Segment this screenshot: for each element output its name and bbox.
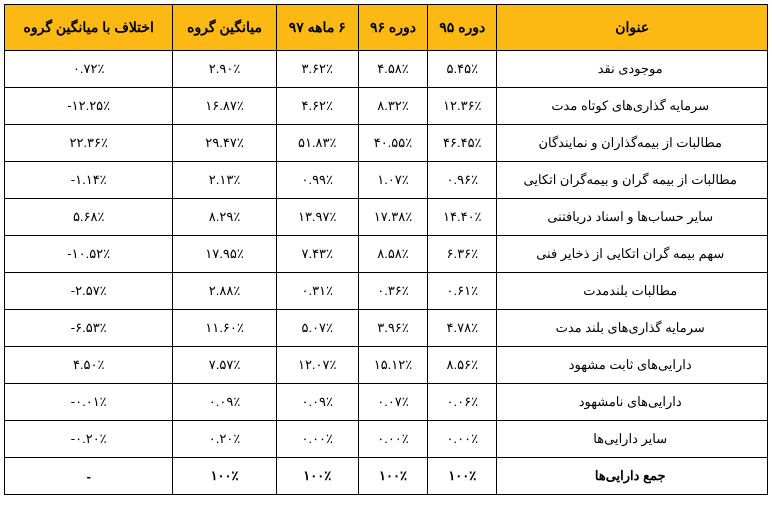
cell-diff: ۰.۷۲٪ xyxy=(5,51,173,88)
row-title: مطالبات از بیمه‌گذاران و نمایندگان xyxy=(497,125,768,162)
cell-avg: ۸.۲۹٪ xyxy=(173,199,276,236)
cell-avg: ۲۹.۴۷٪ xyxy=(173,125,276,162)
row-title: سهم بیمه گران اتکایی از ذخایر فنی xyxy=(497,236,768,273)
cell-c97: ۷.۴۳٪ xyxy=(276,236,358,273)
cell-c97: ۰.۰۰٪ xyxy=(276,421,358,458)
cell-avg: ۱۶.۸۷٪ xyxy=(173,88,276,125)
cell-c96: ۰.۰۷٪ xyxy=(358,384,427,421)
col-period96: دوره ۹۶ xyxy=(358,5,427,51)
table-row: جمع دارایی‌ها۱۰۰٪۱۰۰٪۱۰۰٪۱۰۰٪- xyxy=(5,458,768,495)
cell-avg: ۲.۸۸٪ xyxy=(173,273,276,310)
row-title: دارایی‌های نامشهود xyxy=(497,384,768,421)
cell-avg: ۲.۹۰٪ xyxy=(173,51,276,88)
cell-c97: ۱۲.۰۷٪ xyxy=(276,347,358,384)
cell-avg: ۰.۰۹٪ xyxy=(173,384,276,421)
table-row: سرمایه گذاری‌های بلند مدت۴.۷۸٪۳.۹۶٪۵.۰۷٪… xyxy=(5,310,768,347)
table-header-row: عنوان دوره ۹۵ دوره ۹۶ ۶ ماهه ۹۷ میانگین … xyxy=(5,5,768,51)
cell-avg: ۱۰۰٪ xyxy=(173,458,276,495)
col-title: عنوان xyxy=(497,5,768,51)
cell-c97: ۰.۰۹٪ xyxy=(276,384,358,421)
col-diff: اختلاف با میانگین گروه xyxy=(5,5,173,51)
cell-c95: ۰.۰۶٪ xyxy=(428,384,497,421)
row-title: سایر دارایی‌ها xyxy=(497,421,768,458)
row-title: مطالبات از بیمه گران و بیمه‌گران اتکایی xyxy=(497,162,768,199)
cell-c95: ۰.۹۶٪ xyxy=(428,162,497,199)
cell-c96: ۱۰۰٪ xyxy=(358,458,427,495)
cell-diff: - xyxy=(5,458,173,495)
col-group-avg: میانگین گروه xyxy=(173,5,276,51)
cell-c96: ۱۵.۱۲٪ xyxy=(358,347,427,384)
cell-diff: -۱۰.۵۲٪ xyxy=(5,236,173,273)
row-title: سرمایه گذاری‌های کوتاه مدت xyxy=(497,88,768,125)
cell-c95: ۱۲.۳۶٪ xyxy=(428,88,497,125)
cell-diff: -۰.۰۱٪ xyxy=(5,384,173,421)
table-row: موجودی نقد۵.۴۵٪۴.۵۸٪۳.۶۲٪۲.۹۰٪۰.۷۲٪ xyxy=(5,51,768,88)
cell-c96: ۰.۳۶٪ xyxy=(358,273,427,310)
cell-c96: ۸.۵۸٪ xyxy=(358,236,427,273)
table-row: مطالبات از بیمه‌گذاران و نمایندگان۴۶.۴۵٪… xyxy=(5,125,768,162)
table-row: دارایی‌های ثابت مشهود۸.۵۶٪۱۵.۱۲٪۱۲.۰۷٪۷.… xyxy=(5,347,768,384)
cell-c96: ۸.۳۲٪ xyxy=(358,88,427,125)
cell-c96: ۴۰.۵۵٪ xyxy=(358,125,427,162)
cell-avg: ۲.۱۳٪ xyxy=(173,162,276,199)
cell-diff: ۴.۵۰٪ xyxy=(5,347,173,384)
cell-c96: ۰.۰۰٪ xyxy=(358,421,427,458)
cell-diff: -۱۲.۲۵٪ xyxy=(5,88,173,125)
row-title: دارایی‌های ثابت مشهود xyxy=(497,347,768,384)
cell-c96: ۱.۰۷٪ xyxy=(358,162,427,199)
cell-c95: ۴۶.۴۵٪ xyxy=(428,125,497,162)
cell-c97: ۰.۹۹٪ xyxy=(276,162,358,199)
table-row: مطالبات از بیمه گران و بیمه‌گران اتکایی۰… xyxy=(5,162,768,199)
cell-c97: ۰.۳۱٪ xyxy=(276,273,358,310)
cell-avg: ۰.۲۰٪ xyxy=(173,421,276,458)
table-body: موجودی نقد۵.۴۵٪۴.۵۸٪۳.۶۲٪۲.۹۰٪۰.۷۲٪سرمای… xyxy=(5,51,768,495)
col-period97: ۶ ماهه ۹۷ xyxy=(276,5,358,51)
cell-c97: ۳.۶۲٪ xyxy=(276,51,358,88)
cell-c96: ۳.۹۶٪ xyxy=(358,310,427,347)
cell-diff: -۰.۲۰٪ xyxy=(5,421,173,458)
row-title: سایر حساب‌ها و اسناد دریافتنی xyxy=(497,199,768,236)
cell-c96: ۱۷.۳۸٪ xyxy=(358,199,427,236)
cell-c97: ۱۳.۹۷٪ xyxy=(276,199,358,236)
cell-avg: ۷.۵۷٪ xyxy=(173,347,276,384)
cell-c97: ۵.۰۷٪ xyxy=(276,310,358,347)
cell-c95: ۱۴.۴۰٪ xyxy=(428,199,497,236)
table-row: دارایی‌های نامشهود۰.۰۶٪۰.۰۷٪۰.۰۹٪۰.۰۹٪-۰… xyxy=(5,384,768,421)
table-row: مطالبات بلندمدت۰.۶۱٪۰.۳۶٪۰.۳۱٪۲.۸۸٪-۲.۵۷… xyxy=(5,273,768,310)
row-title: سرمایه گذاری‌های بلند مدت xyxy=(497,310,768,347)
cell-avg: ۱۱.۶۰٪ xyxy=(173,310,276,347)
table-row: سهم بیمه گران اتکایی از ذخایر فنی۶.۳۶٪۸.… xyxy=(5,236,768,273)
table-row: سرمایه گذاری‌های کوتاه مدت۱۲.۳۶٪۸.۳۲٪۴.۶… xyxy=(5,88,768,125)
table-row: سایر حساب‌ها و اسناد دریافتنی۱۴.۴۰٪۱۷.۳۸… xyxy=(5,199,768,236)
cell-avg: ۱۷.۹۵٪ xyxy=(173,236,276,273)
cell-c95: ۱۰۰٪ xyxy=(428,458,497,495)
cell-diff: ۲۲.۳۶٪ xyxy=(5,125,173,162)
row-title: مطالبات بلندمدت xyxy=(497,273,768,310)
cell-c96: ۴.۵۸٪ xyxy=(358,51,427,88)
cell-c95: ۰.۶۱٪ xyxy=(428,273,497,310)
cell-c95: ۶.۳۶٪ xyxy=(428,236,497,273)
cell-c95: ۵.۴۵٪ xyxy=(428,51,497,88)
cell-c95: ۰.۰۰٪ xyxy=(428,421,497,458)
cell-c95: ۴.۷۸٪ xyxy=(428,310,497,347)
financial-table: عنوان دوره ۹۵ دوره ۹۶ ۶ ماهه ۹۷ میانگین … xyxy=(4,4,768,495)
row-title: جمع دارایی‌ها xyxy=(497,458,768,495)
cell-c95: ۸.۵۶٪ xyxy=(428,347,497,384)
row-title: موجودی نقد xyxy=(497,51,768,88)
cell-c97: ۴.۶۲٪ xyxy=(276,88,358,125)
cell-diff: -۱.۱۴٪ xyxy=(5,162,173,199)
cell-diff: -۶.۵۳٪ xyxy=(5,310,173,347)
cell-c97: ۱۰۰٪ xyxy=(276,458,358,495)
cell-diff: ۵.۶۸٪ xyxy=(5,199,173,236)
col-period95: دوره ۹۵ xyxy=(428,5,497,51)
cell-c97: ۵۱.۸۳٪ xyxy=(276,125,358,162)
table-row: سایر دارایی‌ها۰.۰۰٪۰.۰۰٪۰.۰۰٪۰.۲۰٪-۰.۲۰٪ xyxy=(5,421,768,458)
cell-diff: -۲.۵۷٪ xyxy=(5,273,173,310)
